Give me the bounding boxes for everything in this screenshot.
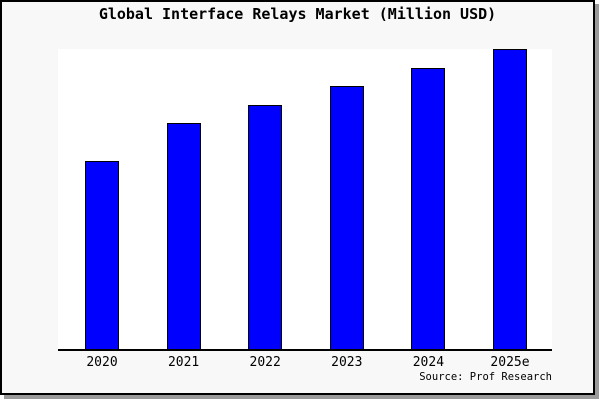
x-tick-2022: 2022 [249, 355, 281, 370]
chart-title: Global Interface Relays Market (Million … [98, 5, 497, 23]
bar-2025e [493, 49, 527, 349]
x-tick-2024: 2024 [412, 355, 445, 370]
x-tick-2021: 2021 [167, 355, 200, 370]
bar-2021 [166, 123, 201, 349]
x-tick-2020: 2020 [86, 355, 118, 370]
bar-2020 [85, 160, 119, 349]
bar-2022 [248, 104, 283, 349]
x-tick-2025e: 2025e [490, 355, 530, 370]
chart-card: Global Interface Relays Market (Million … [0, 0, 595, 395]
source-credit: Source: Prof Research [419, 371, 552, 383]
bar-2023 [329, 86, 364, 349]
bar-2024 [411, 67, 446, 349]
plot-area [58, 49, 552, 351]
x-tick-2023: 2023 [331, 355, 363, 370]
